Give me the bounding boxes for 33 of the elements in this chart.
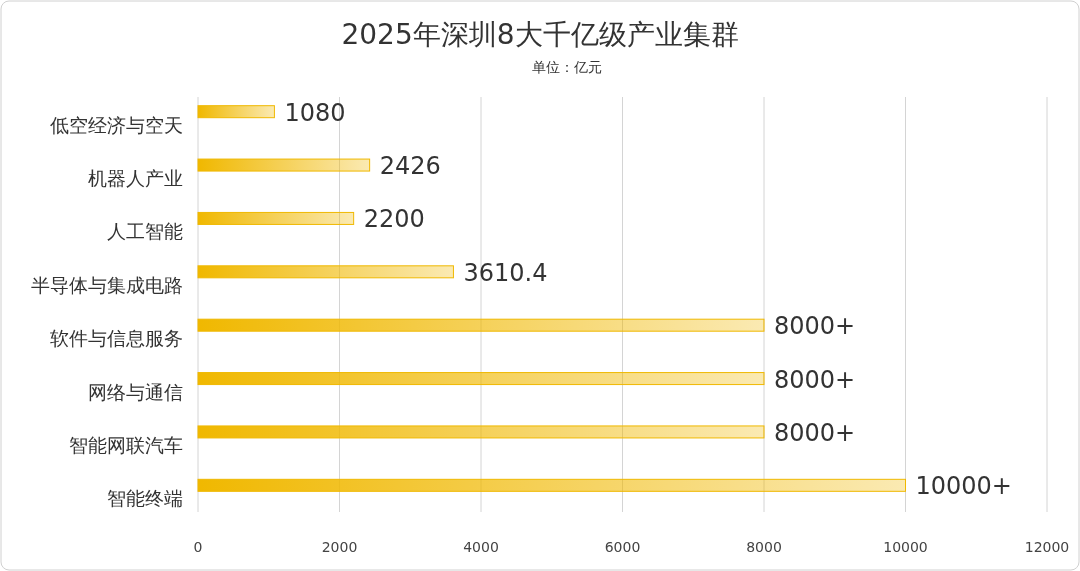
bar xyxy=(197,158,371,172)
y-tick-label: 智能网联汽车 xyxy=(69,433,183,456)
y-tick-label: 软件与信息服务 xyxy=(50,327,183,350)
bar xyxy=(197,478,906,492)
data-label: 2426 xyxy=(379,152,441,181)
bar xyxy=(197,105,275,119)
y-tick-label: 智能终端 xyxy=(107,487,183,510)
y-tick-label: 低空经济与空天 xyxy=(50,113,183,136)
bar xyxy=(197,425,765,439)
x-tick-label: 0 xyxy=(193,539,203,555)
x-tick-label: 2000 xyxy=(321,539,358,555)
x-tick-label: 10000 xyxy=(883,539,928,555)
x-tick-label: 4000 xyxy=(463,539,499,555)
y-tick-label: 机器人产业 xyxy=(88,167,183,190)
y-tick-label: 半导体与集成电路 xyxy=(31,273,183,296)
bar xyxy=(197,372,765,386)
x-tick-label: 6000 xyxy=(604,539,641,555)
data-label: 2200 xyxy=(363,205,425,234)
data-label: 8000+ xyxy=(774,312,856,341)
chart-title: 2025年深圳8大千亿级产业集群 xyxy=(341,18,739,51)
x-tick-label: 12000 xyxy=(1024,539,1070,555)
bar xyxy=(197,265,454,279)
data-label: 1080 xyxy=(284,98,346,127)
data-label: 10000+ xyxy=(915,472,1012,501)
bar xyxy=(197,318,765,332)
x-tick-label: 8000 xyxy=(746,539,782,555)
y-tick-label: 人工智能 xyxy=(107,220,183,243)
data-label: 8000+ xyxy=(774,418,856,447)
data-label: 8000+ xyxy=(774,365,856,394)
bar xyxy=(197,211,355,225)
chart-subtitle: 单位：亿元 xyxy=(532,59,602,75)
data-label: 3610.4 xyxy=(463,258,548,287)
y-tick-label: 网络与通信 xyxy=(88,380,183,403)
